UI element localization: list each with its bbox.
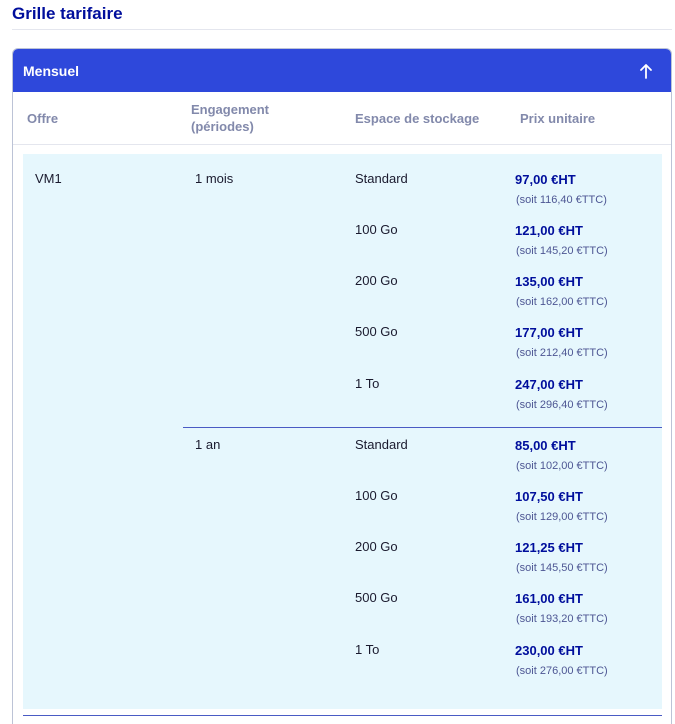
engagement-label: 1 mois xyxy=(195,171,234,186)
page-title: Grille tarifaire xyxy=(12,4,123,23)
price-ttc: (soit 116,40 €TTC) xyxy=(516,194,607,206)
price-ttc: (soit 162,00 €TTC) xyxy=(516,296,608,308)
storage-label: 100 Go xyxy=(355,222,398,237)
column-header-stockage: Espace de stockage xyxy=(355,111,480,126)
price-ht: 97,00 €HT xyxy=(515,172,576,187)
group-divider xyxy=(183,427,662,428)
column-header-engagement-line2: (périodes) xyxy=(191,119,254,134)
storage-label: 500 Go xyxy=(355,590,398,605)
column-header-offre: Offre xyxy=(27,111,59,126)
storage-label: 1 To xyxy=(355,642,380,657)
card-header-label: Mensuel xyxy=(23,62,80,79)
offer-name: VM1 xyxy=(35,171,62,186)
price-ht: 135,00 €HT xyxy=(515,274,583,289)
price-ttc: (soit 296,40 €TTC) xyxy=(516,399,608,411)
column-header-prix: Prix unitaire xyxy=(520,111,596,126)
storage-label: 200 Go xyxy=(355,539,398,554)
arrow-up-icon[interactable] xyxy=(637,62,655,80)
price-ht: 107,50 €HT xyxy=(515,489,583,504)
price-ht: 247,00 €HT xyxy=(515,377,583,392)
storage-label: Standard xyxy=(355,437,408,452)
price-ttc: (soit 193,20 €TTC) xyxy=(516,613,608,625)
price-ttc: (soit 145,20 €TTC) xyxy=(516,245,608,257)
storage-label: Standard xyxy=(355,171,408,186)
price-ht: 85,00 €HT xyxy=(515,438,576,453)
price-ht: 161,00 €HT xyxy=(515,591,583,606)
storage-label: 200 Go xyxy=(355,273,398,288)
price-ht: 121,25 €HT xyxy=(515,540,583,555)
column-header-engagement-line1: Engagement xyxy=(191,102,270,117)
title-divider xyxy=(12,29,672,30)
storage-label: 1 To xyxy=(355,376,380,391)
pricing-card: Mensuel Offre Engagement (périodes) Espa… xyxy=(12,48,672,724)
price-ht: 121,00 €HT xyxy=(515,223,583,238)
price-ttc: (soit 212,40 €TTC) xyxy=(516,347,608,359)
price-ttc: (soit 276,00 €TTC) xyxy=(516,665,608,677)
price-ttc: (soit 145,50 €TTC) xyxy=(516,562,608,574)
card-header[interactable]: Mensuel xyxy=(13,49,671,92)
table-header: Offre Engagement (périodes) Espace de st… xyxy=(13,92,671,145)
price-ttc: (soit 102,00 €TTC) xyxy=(516,460,608,472)
column-header-engagement: Engagement (périodes) xyxy=(191,101,269,135)
storage-label: 500 Go xyxy=(355,324,398,339)
price-ht: 177,00 €HT xyxy=(515,325,583,340)
bottom-divider xyxy=(23,715,662,716)
offer-panel xyxy=(23,154,662,709)
engagement-label: 1 an xyxy=(195,437,221,452)
storage-label: 100 Go xyxy=(355,488,398,503)
price-ttc: (soit 129,00 €TTC) xyxy=(516,511,608,523)
price-ht: 230,00 €HT xyxy=(515,643,583,658)
